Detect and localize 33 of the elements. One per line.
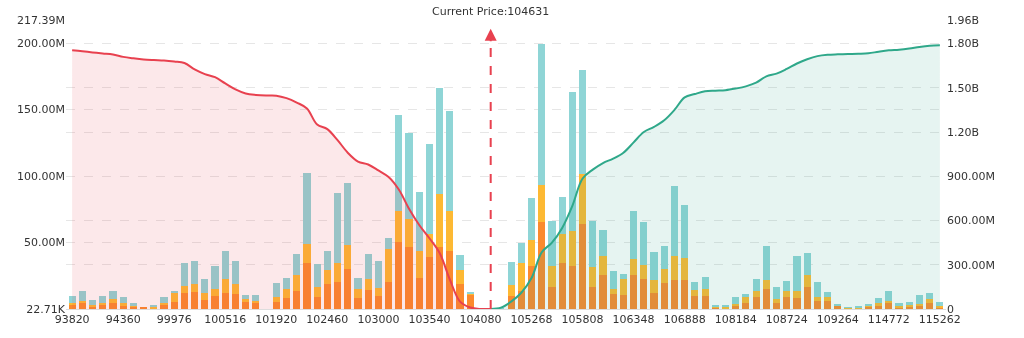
y2-tick-label: 1.96B <box>947 13 980 27</box>
y2-tick-label: 1.50B <box>947 81 980 95</box>
x-tick-label: 106888 <box>663 313 706 327</box>
y-tick-label: 50.00M <box>24 236 65 250</box>
x-tick-label: 108184 <box>714 313 757 327</box>
x-tick-label: 99976 <box>156 313 192 327</box>
y-tick-label: 100.00M <box>17 169 65 183</box>
y-tick-label: 150.00M <box>17 103 65 117</box>
y2-tick-label: 600.00M <box>947 214 995 228</box>
x-tick-label: 103540 <box>408 313 451 327</box>
x-tick-label: 102460 <box>306 313 349 327</box>
x-tick-label: 108724 <box>765 313 808 327</box>
text: Current Price:104631 <box>432 5 550 18</box>
x-tick-label: 94360 <box>105 313 141 327</box>
y2-tick-label: 0 <box>947 302 954 316</box>
y-tick-label: 200.00M <box>17 36 65 50</box>
y-tick-label: 22.71K <box>26 302 66 316</box>
x-tick-label: 105808 <box>561 313 604 327</box>
y2-tick-label: 900.00M <box>947 170 995 184</box>
x-tick-label: 103000 <box>357 313 400 327</box>
x-tick-label: 100516 <box>204 313 247 327</box>
x-tick-label: 114772 <box>867 313 910 327</box>
x-tick-label: 101920 <box>255 313 298 327</box>
x-tick-label: 104080 <box>459 313 502 327</box>
x-tick-label: 106348 <box>612 313 655 327</box>
y2-tick-label: 1.20B <box>947 125 980 139</box>
x-tick-label: 109264 <box>816 313 859 327</box>
x-tick-label: 93820 <box>54 313 90 327</box>
y2-tick-label: 1.80B <box>947 37 980 51</box>
y2-tick-label: 300.00M <box>947 258 995 272</box>
y-tick-label: 217.39M <box>17 13 65 27</box>
x-tick-label: 105268 <box>510 313 553 327</box>
x-tick-label: 115262 <box>918 313 961 327</box>
